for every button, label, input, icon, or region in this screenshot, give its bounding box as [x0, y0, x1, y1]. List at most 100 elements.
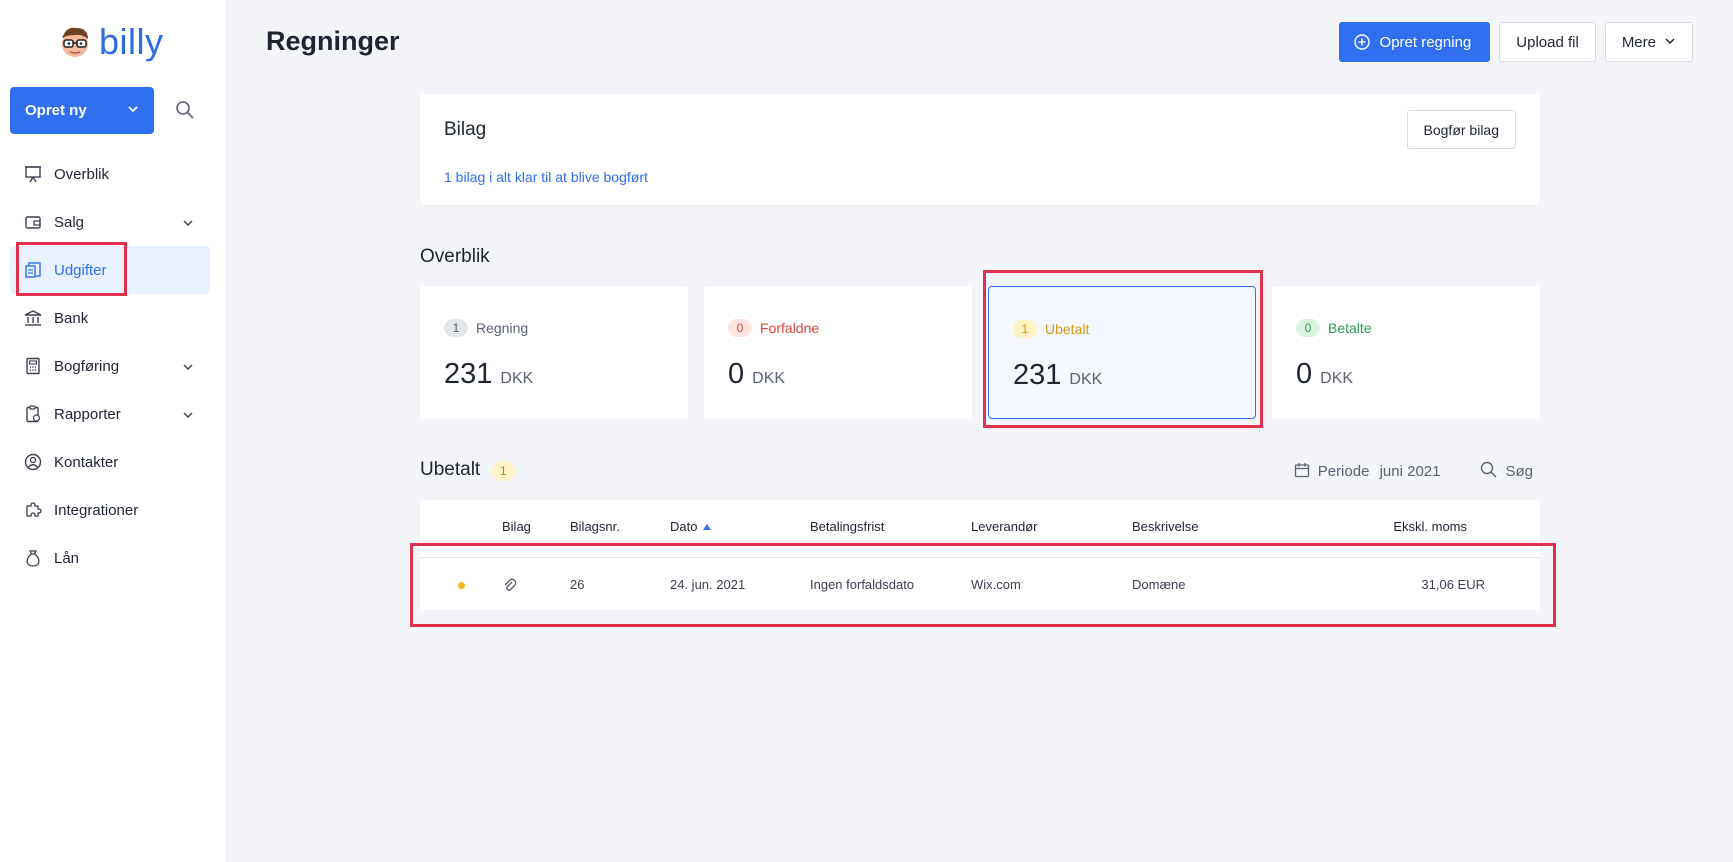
cell-betalingsfrist: Ingen forfaldsdato [810, 577, 915, 592]
stat-card-regning[interactable]: 1 Regning 231 DKK [420, 286, 688, 419]
sidebar-item-lan[interactable]: Lån [10, 534, 210, 582]
search-label[interactable]: Søg [1505, 463, 1533, 480]
calculator-icon [24, 357, 42, 375]
sidebar-item-kontakter[interactable]: Kontakter [10, 438, 210, 486]
search-icon[interactable] [1480, 461, 1505, 482]
table-row[interactable]: 26 24. jun. 2021 Ingen forfaldsdato Wix.… [420, 557, 1540, 610]
bilag-card: Bilag 1 bilag i alt klar til at blive bo… [420, 94, 1540, 205]
presentation-icon [24, 165, 42, 183]
create-bill-button[interactable]: Opret regning [1338, 22, 1491, 62]
list-title: Ubetalt [420, 459, 481, 480]
stat-currency: DKK [752, 370, 786, 387]
column-header-ekskl-moms[interactable]: Ekskl. moms [1393, 519, 1467, 534]
bilag-title: Bilag [444, 119, 487, 140]
more-button[interactable]: Mere [1604, 22, 1693, 62]
stat-label: Regning [476, 320, 529, 336]
cell-dato: 24. jun. 2021 [670, 577, 746, 592]
sidebar-item-integrationer[interactable]: Integrationer [10, 486, 210, 534]
upload-file-button[interactable]: Upload fil [1499, 22, 1596, 62]
sidebar-item-label: Udgifter [54, 261, 107, 279]
chevron-down-icon [182, 408, 194, 425]
sidebar-item-label: Lån [54, 549, 80, 567]
stat-currency: DKK [500, 370, 534, 387]
post-bilag-button[interactable]: Bogfør bilag [1406, 110, 1516, 149]
chevron-down-icon [182, 216, 194, 233]
list-count-badge: 1 [492, 461, 515, 481]
column-header-bilag[interactable]: Bilag [502, 519, 531, 534]
stat-currency: DKK [1320, 370, 1354, 387]
create-new-button[interactable]: Opret ny [10, 87, 154, 134]
wallet-icon [24, 213, 42, 231]
column-header-betalingsfrist[interactable]: Betalingsfrist [810, 519, 885, 534]
column-header-leverandor[interactable]: Leverandør [971, 519, 1038, 534]
plus-circle-icon [1353, 34, 1370, 50]
sort-ascending-icon [702, 519, 712, 534]
count-pill: 0 [1296, 319, 1320, 337]
column-header-bilagsnr[interactable]: Bilagsnr. [570, 519, 620, 534]
period-value: juni 2021 [1379, 463, 1441, 480]
logo-text: billy [99, 21, 164, 62]
cell-ekskl-moms: 31,06 EUR [1421, 577, 1485, 592]
column-header-dato-label: Dato [670, 519, 698, 534]
period-filter[interactable]: Periode juni 2021 [1318, 463, 1441, 480]
column-header-dato[interactable]: Dato [670, 519, 712, 534]
sidebar: billy Opret ny Overblik Salg Udgifter Ba… [0, 0, 227, 862]
contact-icon [24, 453, 42, 471]
count-pill: 1 [1013, 320, 1037, 338]
search-icon[interactable] [175, 100, 195, 125]
sidebar-item-rapporter[interactable]: Rapporter [10, 390, 210, 438]
top-actions: Opret regning Upload fil Mere [1338, 22, 1693, 62]
post-bilag-label: Bogfør bilag [1423, 121, 1499, 138]
sidebar-item-label: Integrationer [54, 501, 139, 519]
stat-label: Forfaldne [760, 320, 820, 336]
page-title: Regninger [266, 26, 400, 56]
count-pill: 1 [444, 319, 468, 337]
stat-value: 231 [444, 358, 493, 390]
stat-label: Betalte [1328, 320, 1372, 336]
paperclip-icon[interactable] [502, 576, 517, 597]
period-label: Periode [1317, 463, 1370, 480]
money-bag-icon [24, 549, 42, 567]
upload-file-label: Upload fil [1516, 33, 1579, 51]
sidebar-item-udgifter[interactable]: Udgifter [10, 246, 210, 294]
more-label: Mere [1621, 33, 1656, 51]
report-icon [24, 405, 42, 423]
stat-value: 0 [1296, 358, 1313, 390]
stat-card-forfaldne[interactable]: 0 Forfaldne 0 DKK [704, 286, 972, 419]
stat-card-ubetalt[interactable]: 1 Ubetalt 231 DKK [988, 286, 1256, 419]
chevron-down-icon [126, 102, 140, 120]
column-header-beskrivelse[interactable]: Beskrivelse [1132, 519, 1199, 534]
logo[interactable]: billy [57, 22, 164, 62]
status-dot [458, 582, 465, 589]
receipt-icon [24, 261, 42, 279]
sidebar-item-label: Overblik [54, 165, 110, 183]
sidebar-item-label: Salg [54, 213, 85, 231]
bilag-ready-link[interactable]: 1 bilag i alt klar til at blive bogført [444, 169, 648, 185]
sidebar-item-bank[interactable]: Bank [10, 294, 210, 342]
sidebar-item-bogforing[interactable]: Bogføring [10, 342, 210, 390]
create-bill-label: Opret regning [1379, 33, 1472, 51]
chevron-down-icon [1664, 34, 1676, 51]
stat-value: 231 [1013, 359, 1062, 391]
sidebar-nav: Overblik Salg Udgifter Bank Bogføring Ra… [10, 150, 210, 582]
sidebar-item-salg[interactable]: Salg [10, 198, 210, 246]
overview-title: Overblik [420, 246, 490, 267]
stat-card-betalte[interactable]: 0 Betalte 0 DKK [1272, 286, 1540, 419]
cell-beskrivelse: Domæne [1132, 577, 1186, 592]
sidebar-item-label: Bogføring [54, 357, 120, 375]
cell-leverandor: Wix.com [971, 577, 1021, 592]
sidebar-item-label: Kontakter [54, 453, 119, 471]
calendar-icon [1294, 462, 1318, 482]
cell-bilagsnr: 26 [570, 577, 585, 592]
sidebar-item-label: Bank [54, 309, 89, 327]
create-new-label: Opret ny [25, 102, 87, 119]
sidebar-item-label: Rapporter [54, 405, 121, 423]
chevron-down-icon [182, 360, 194, 377]
bank-icon [24, 309, 42, 327]
list-filters: Periode juni 2021 Søg [1294, 461, 1533, 482]
bills-table: Bilag Bilagsnr. Dato Betalingsfrist Leve… [420, 500, 1540, 610]
stat-currency: DKK [1069, 371, 1103, 388]
sidebar-item-overblik[interactable]: Overblik [10, 150, 210, 198]
stat-value: 0 [728, 358, 745, 390]
billy-face-icon [57, 24, 93, 60]
